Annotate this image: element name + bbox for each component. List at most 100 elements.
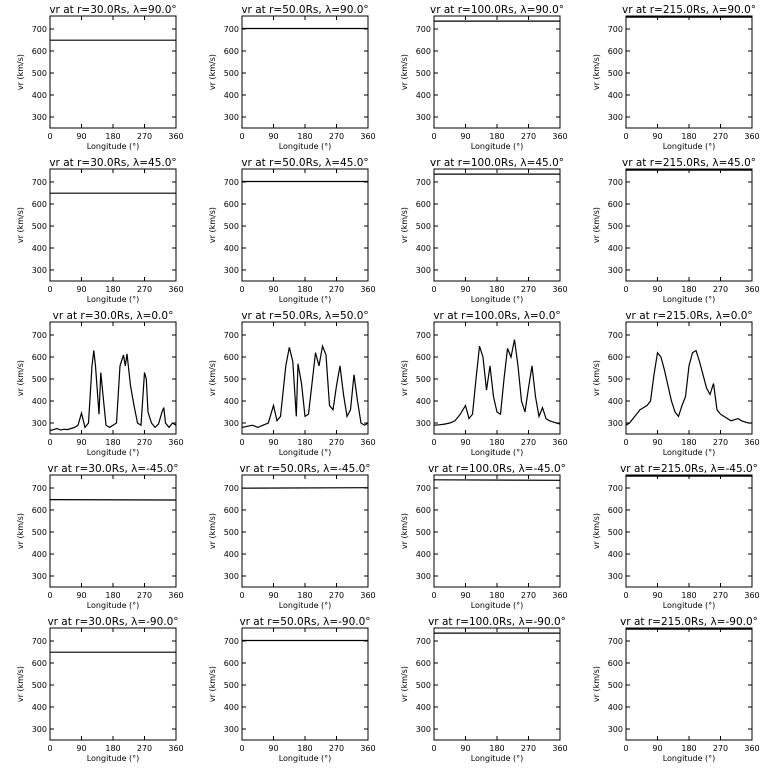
y-tick-label: 500 xyxy=(224,681,239,690)
panel-15: 0 90 180 270 360 300 400 500 600 700 vr at r=100.0… xyxy=(400,463,568,610)
x-tick-label: 90 xyxy=(652,132,662,141)
x-tick-label: 360 xyxy=(744,285,759,294)
panel-title: vr at r=30.0Rs, λ=90.0° xyxy=(49,4,176,16)
x-tick-label: 0 xyxy=(623,132,628,141)
y-tick-label: 600 xyxy=(224,47,239,56)
x-tick-label: 180 xyxy=(105,438,120,447)
x-tick-label: 360 xyxy=(360,744,375,753)
panel-title: vr at r=100.0Rs, λ=-45.0° xyxy=(428,463,566,475)
x-tick-label: 0 xyxy=(239,285,244,294)
y-tick-label: 400 xyxy=(32,703,47,712)
x-tick-label: 180 xyxy=(297,744,312,753)
x-tick-label: 90 xyxy=(268,132,278,141)
y-tick-label: 300 xyxy=(224,266,239,275)
x-tick-label: 0 xyxy=(47,591,52,600)
y-tick-label: 600 xyxy=(608,200,623,209)
y-axis-label: vr (km/s) xyxy=(592,207,601,243)
x-tick-label: 360 xyxy=(744,744,759,753)
y-tick-label: 600 xyxy=(224,506,239,515)
x-tick-label: 0 xyxy=(623,591,628,600)
panel-title: vr at r=215.0Rs, λ=0.0° xyxy=(625,310,752,322)
x-tick-label: 270 xyxy=(137,132,152,141)
x-axis-label: Longitude (°) xyxy=(87,142,140,151)
x-axis-label: Longitude (°) xyxy=(279,601,332,610)
y-tick-label: 400 xyxy=(224,550,239,559)
y-tick-label: 700 xyxy=(32,25,47,34)
x-tick-label: 360 xyxy=(744,591,759,600)
x-tick-label: 270 xyxy=(329,132,344,141)
y-tick-label: 500 xyxy=(416,528,431,537)
x-tick-label: 90 xyxy=(268,285,278,294)
x-axis-label: Longitude (°) xyxy=(87,754,140,763)
y-tick-label: 400 xyxy=(416,703,431,712)
x-tick-label: 180 xyxy=(489,132,504,141)
x-tick-label: 0 xyxy=(431,285,436,294)
y-tick-label: 400 xyxy=(608,244,623,253)
x-tick-label: 90 xyxy=(652,438,662,447)
y-tick-label: 300 xyxy=(32,419,47,428)
x-tick-label: 90 xyxy=(76,285,86,294)
y-axis-label: vr (km/s) xyxy=(400,666,409,702)
panel-title: vr at r=50.0Rs, λ=90.0° xyxy=(241,4,368,16)
x-tick-label: 360 xyxy=(168,132,183,141)
x-tick-label: 0 xyxy=(47,285,52,294)
y-tick-label: 600 xyxy=(32,200,47,209)
y-axis-label: vr (km/s) xyxy=(16,513,25,549)
y-tick-label: 400 xyxy=(416,244,431,253)
x-tick-label: 180 xyxy=(681,285,696,294)
x-axis-label: Longitude (°) xyxy=(279,448,332,457)
x-axis-label: Longitude (°) xyxy=(663,448,716,457)
x-tick-label: 360 xyxy=(360,285,375,294)
y-tick-label: 400 xyxy=(32,550,47,559)
y-tick-label: 400 xyxy=(608,91,623,100)
x-tick-label: 270 xyxy=(713,285,728,294)
y-tick-label: 300 xyxy=(224,572,239,581)
y-tick-label: 600 xyxy=(608,659,623,668)
x-tick-label: 360 xyxy=(552,132,567,141)
x-axis-label: Longitude (°) xyxy=(87,448,140,457)
x-tick-label: 180 xyxy=(297,438,312,447)
panel-title: vr at r=215.0Rs, λ=-90.0° xyxy=(620,616,758,628)
x-tick-label: 180 xyxy=(681,744,696,753)
x-tick-label: 270 xyxy=(521,744,536,753)
plot-frame xyxy=(49,627,177,741)
y-tick-label: 500 xyxy=(224,222,239,231)
x-tick-label: 180 xyxy=(105,285,120,294)
y-tick-label: 300 xyxy=(32,725,47,734)
y-tick-label: 500 xyxy=(608,69,623,78)
x-tick-label: 270 xyxy=(713,744,728,753)
panel-9: 0 90 180 270 360 300 400 500 600 700 vr at r=30.0R… xyxy=(16,310,184,457)
y-tick-label: 400 xyxy=(416,91,431,100)
plot-frame xyxy=(433,474,561,588)
x-tick-label: 0 xyxy=(431,438,436,447)
x-tick-label: 0 xyxy=(239,591,244,600)
y-tick-label: 700 xyxy=(608,331,623,340)
x-tick-label: 360 xyxy=(552,438,567,447)
y-tick-label: 600 xyxy=(416,353,431,362)
plot-frame xyxy=(625,474,753,588)
y-tick-label: 300 xyxy=(32,266,47,275)
y-tick-label: 500 xyxy=(416,69,431,78)
panel-title: vr at r=100.0Rs, λ=45.0° xyxy=(430,157,564,169)
x-tick-label: 270 xyxy=(713,591,728,600)
y-axis-label: vr (km/s) xyxy=(16,207,25,243)
y-tick-label: 400 xyxy=(416,550,431,559)
x-tick-label: 0 xyxy=(47,438,52,447)
x-tick-label: 360 xyxy=(744,438,759,447)
y-axis-label: vr (km/s) xyxy=(592,54,601,90)
y-tick-label: 700 xyxy=(224,331,239,340)
y-axis-label: vr (km/s) xyxy=(16,54,25,90)
panel-title: vr at r=215.0Rs, λ=45.0° xyxy=(622,157,756,169)
plot-frame xyxy=(49,168,177,282)
plot-frame xyxy=(433,627,561,741)
panel-title: vr at r=30.0Rs, λ=0.0° xyxy=(53,310,174,322)
panel-title: vr at r=30.0Rs, λ=-45.0° xyxy=(47,463,178,475)
y-tick-label: 500 xyxy=(608,528,623,537)
y-axis-label: vr (km/s) xyxy=(592,513,601,549)
y-tick-label: 300 xyxy=(416,113,431,122)
y-tick-label: 700 xyxy=(32,331,47,340)
